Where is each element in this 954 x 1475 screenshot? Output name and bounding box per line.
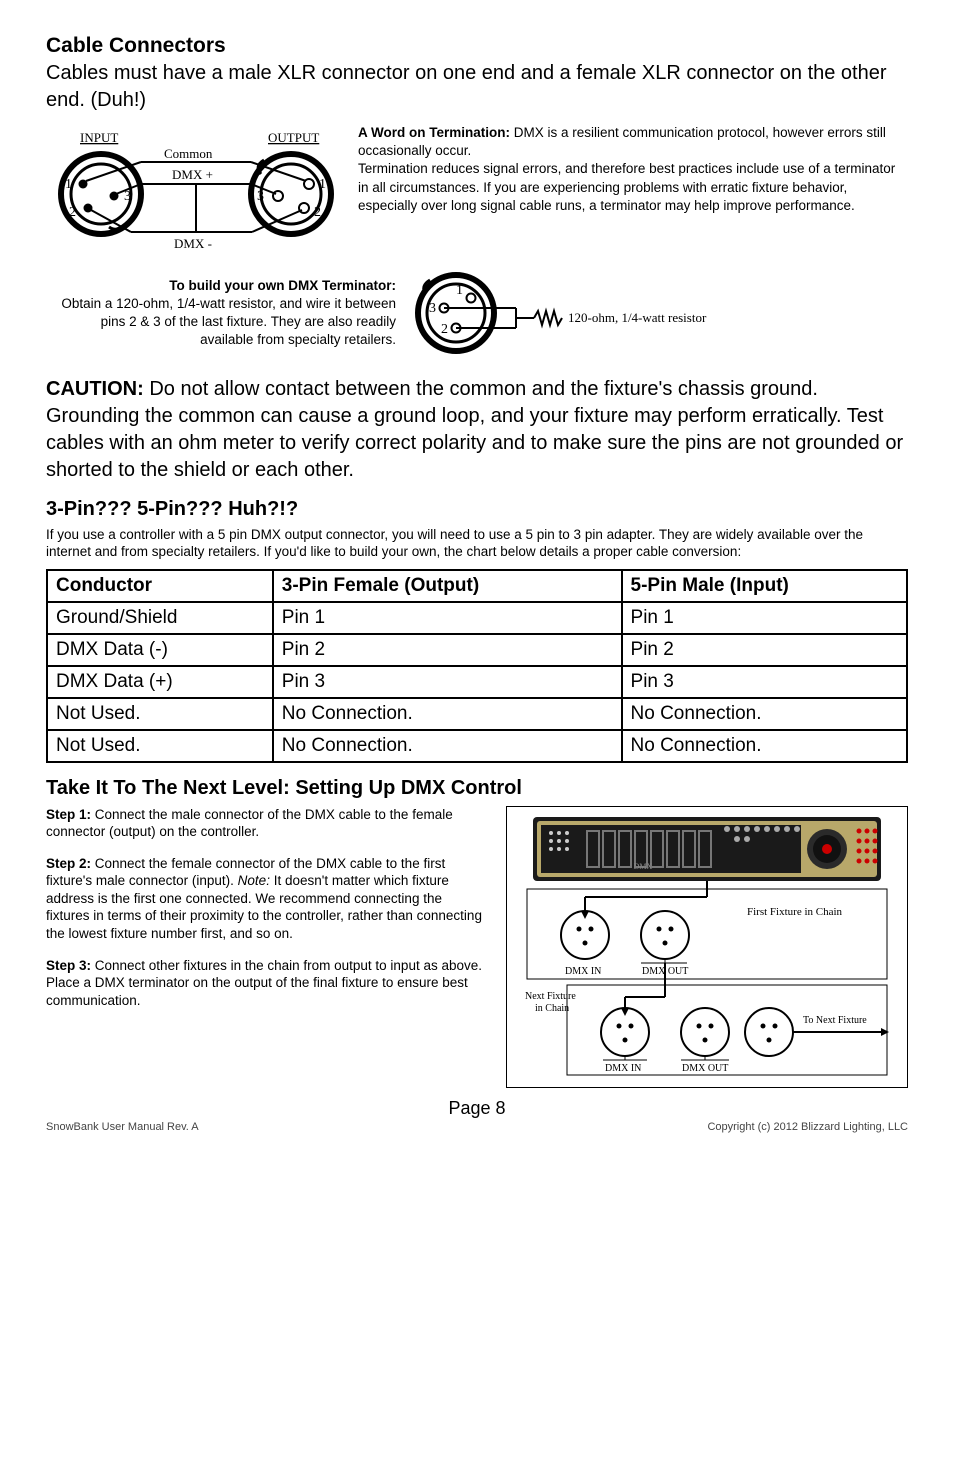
next-fixture-label: Next Fixture bbox=[525, 991, 576, 1002]
cell: DMX Data (-) bbox=[47, 634, 273, 666]
terminator-body: Obtain a 120-ohm, 1/4-watt resistor, and… bbox=[61, 296, 396, 347]
xlr-dmx-minus-label: DMX - bbox=[174, 236, 212, 251]
termination-bold: A Word on Termination: bbox=[358, 125, 510, 140]
cell: Pin 1 bbox=[273, 602, 622, 634]
conversion-table: Conductor 3-Pin Female (Output) 5-Pin Ma… bbox=[46, 569, 908, 763]
caution-label: CAUTION: bbox=[46, 378, 144, 400]
pin-heading: 3-Pin??? 5-Pin??? Huh?!? bbox=[46, 498, 908, 521]
step-3-label: Step 3: bbox=[46, 958, 91, 973]
adapter-note: If you use a controller with a 5 pin DMX… bbox=[46, 527, 908, 561]
table-row: Not Used. No Connection. No Connection. bbox=[47, 730, 907, 762]
setup-steps: Step 1: Connect the male connector of th… bbox=[46, 806, 488, 1088]
cell: Pin 1 bbox=[622, 602, 907, 634]
table-row: Ground/Shield Pin 1 Pin 1 bbox=[47, 602, 907, 634]
pin-label: 2 bbox=[69, 205, 76, 220]
step-1-label: Step 1: bbox=[46, 807, 91, 822]
step-1-body: Connect the male connector of the DMX ca… bbox=[46, 807, 453, 840]
xlr-output-label: OUTPUT bbox=[268, 130, 319, 145]
cell: No Connection. bbox=[273, 698, 622, 730]
cable-connectors-heading: Cable Connectors bbox=[46, 34, 908, 58]
header-3pin: 3-Pin Female (Output) bbox=[273, 570, 622, 602]
pin-label: 1 bbox=[456, 283, 463, 298]
to-next-fixture-label: To Next Fixture bbox=[803, 1015, 867, 1026]
resistor-label: 120-ohm, 1/4-watt resistor bbox=[568, 310, 707, 325]
cell: Not Used. bbox=[47, 698, 273, 730]
chain-diagram: DMX First Fixture in Chain DMX IN DMX OU… bbox=[506, 806, 908, 1088]
terminator-title: To build your own DMX Terminator: bbox=[169, 278, 396, 293]
svg-text:DMX: DMX bbox=[634, 862, 653, 871]
step-2-note: Note: bbox=[238, 873, 270, 888]
cell: No Connection. bbox=[622, 698, 907, 730]
diagram-row: 1 2 3 1 2 3 INPUT bbox=[46, 124, 908, 254]
terminator-row: To build your own DMX Terminator: Obtain… bbox=[46, 268, 908, 358]
step-2-label: Step 2: bbox=[46, 856, 91, 871]
cell: DMX Data (+) bbox=[47, 666, 273, 698]
page-number: Page 8 bbox=[46, 1098, 908, 1119]
setup-heading: Take It To The Next Level: Setting Up DM… bbox=[46, 777, 908, 800]
pin-label: 2 bbox=[441, 322, 448, 337]
xlr-input-label: INPUT bbox=[80, 130, 118, 145]
cell: No Connection. bbox=[273, 730, 622, 762]
cell: Pin 2 bbox=[622, 634, 907, 666]
table-row: Not Used. No Connection. No Connection. bbox=[47, 698, 907, 730]
caution-body: Do not allow contact between the common … bbox=[46, 378, 903, 481]
xlr-common-label: Common bbox=[164, 146, 213, 161]
footer: SnowBank User Manual Rev. A Copyright (c… bbox=[46, 1121, 908, 1133]
pin-label: 3 bbox=[257, 189, 264, 204]
next-fixture-label2: in Chain bbox=[535, 1003, 569, 1014]
xlr-dmx-plus-label: DMX + bbox=[172, 167, 213, 182]
dmx-out-label-2: DMX OUT bbox=[682, 1063, 728, 1074]
step-2: Step 2: Connect the female connector of … bbox=[46, 855, 488, 943]
cell: No Connection. bbox=[622, 730, 907, 762]
cell: Pin 3 bbox=[273, 666, 622, 698]
footer-right: Copyright (c) 2012 Blizzard Lighting, LL… bbox=[707, 1121, 908, 1133]
caution-block: CAUTION: Do not allow contact between th… bbox=[46, 376, 908, 484]
pin-label: 1 bbox=[319, 177, 326, 192]
footer-left: SnowBank User Manual Rev. A bbox=[46, 1121, 199, 1133]
dmx-in-label: DMX IN bbox=[565, 966, 601, 977]
pin-label: 2 bbox=[314, 205, 321, 220]
setup-section: Step 1: Connect the male connector of th… bbox=[46, 806, 908, 1088]
step-1: Step 1: Connect the male connector of th… bbox=[46, 806, 488, 841]
pin-label: 1 bbox=[65, 177, 72, 192]
dmx-in-label-2: DMX IN bbox=[605, 1063, 641, 1074]
header-5pin: 5-Pin Male (Input) bbox=[622, 570, 907, 602]
header-conductor: Conductor bbox=[47, 570, 273, 602]
step-3-body: Connect other fixtures in the chain from… bbox=[46, 958, 482, 1008]
table-row: DMX Data (+) Pin 3 Pin 3 bbox=[47, 666, 907, 698]
table-row: DMX Data (-) Pin 2 Pin 2 bbox=[47, 634, 907, 666]
termination-body2: Termination reduces signal errors, and t… bbox=[358, 161, 895, 212]
cell: Pin 3 bbox=[622, 666, 907, 698]
xlr-diagram: 1 2 3 1 2 3 INPUT bbox=[46, 124, 346, 254]
first-fixture-label: First Fixture in Chain bbox=[747, 906, 843, 918]
cell: Not Used. bbox=[47, 730, 273, 762]
termination-text: A Word on Termination: DMX is a resilien… bbox=[358, 124, 908, 254]
cell: Ground/Shield bbox=[47, 602, 273, 634]
cable-connectors-body: Cables must have a male XLR connector on… bbox=[46, 60, 908, 114]
step-3: Step 3: Connect other fixtures in the ch… bbox=[46, 957, 488, 1010]
terminator-text: To build your own DMX Terminator: Obtain… bbox=[46, 277, 396, 350]
cell: Pin 2 bbox=[273, 634, 622, 666]
pin-label: 3 bbox=[429, 301, 436, 316]
table-header-row: Conductor 3-Pin Female (Output) 5-Pin Ma… bbox=[47, 570, 907, 602]
terminator-diagram: 1 3 2 120-ohm, 1/4-watt resistor bbox=[406, 268, 766, 358]
